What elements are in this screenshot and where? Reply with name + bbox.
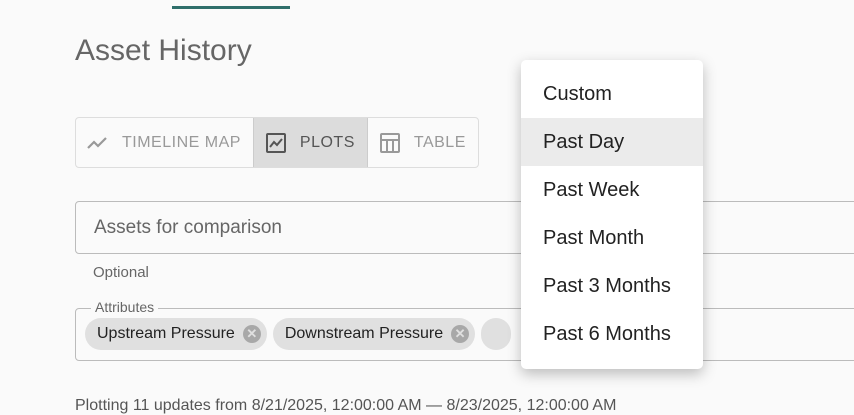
timeline-map-label: TIMELINE MAP (122, 133, 241, 151)
plot-status-text: Plotting 11 updates from 8/21/2025, 12:0… (75, 397, 617, 414)
timeline-icon (87, 136, 107, 149)
assets-input[interactable]: Assets for comparison (75, 201, 854, 254)
chart-icon (265, 132, 286, 153)
menu-item-past-3-months[interactable]: Past 3 Months (543, 274, 671, 297)
assets-placeholder: Assets for comparison (94, 216, 282, 238)
assets-helper-text: Optional (93, 264, 149, 281)
time-range-menu: Custom Past Day Past Week Past Month Pas… (521, 60, 703, 369)
timeline-map-button[interactable]: TIMELINE MAP (76, 118, 253, 167)
attributes-label: Attributes (91, 299, 159, 315)
chip-label: Downstream Pressure (284, 325, 444, 342)
menu-item-custom[interactable]: Custom (543, 82, 612, 105)
chip-remove-icon[interactable]: ✕ (242, 325, 261, 343)
attribute-chip[interactable]: Upstream Pressure ✕ (85, 318, 267, 350)
menu-item-past-6-months[interactable]: Past 6 Months (543, 322, 671, 345)
active-tab-indicator (172, 6, 290, 9)
table-button[interactable]: TABLE (368, 118, 478, 167)
page-title: Asset History (75, 34, 252, 67)
attributes-select[interactable]: Attributes Upstream Pressure ✕ Downstream… (75, 299, 854, 361)
attribute-chip[interactable]: Downstream Pressure ✕ (272, 318, 476, 350)
attribute-chip-partial[interactable] (481, 318, 512, 350)
menu-item-past-day[interactable]: Past Day (521, 118, 703, 166)
table-icon (379, 132, 400, 153)
plots-button[interactable]: PLOTS (252, 118, 368, 167)
chip-remove-icon[interactable]: ✕ (451, 325, 470, 343)
menu-item-past-month[interactable]: Past Month (543, 226, 645, 249)
plots-label: PLOTS (299, 133, 355, 151)
table-label: TABLE (413, 133, 466, 151)
view-toggle-group: TIMELINE MAP PLOTS TABLE (75, 117, 479, 168)
chip-label: Upstream Pressure (97, 325, 235, 342)
menu-item-past-week[interactable]: Past Week (543, 178, 640, 201)
